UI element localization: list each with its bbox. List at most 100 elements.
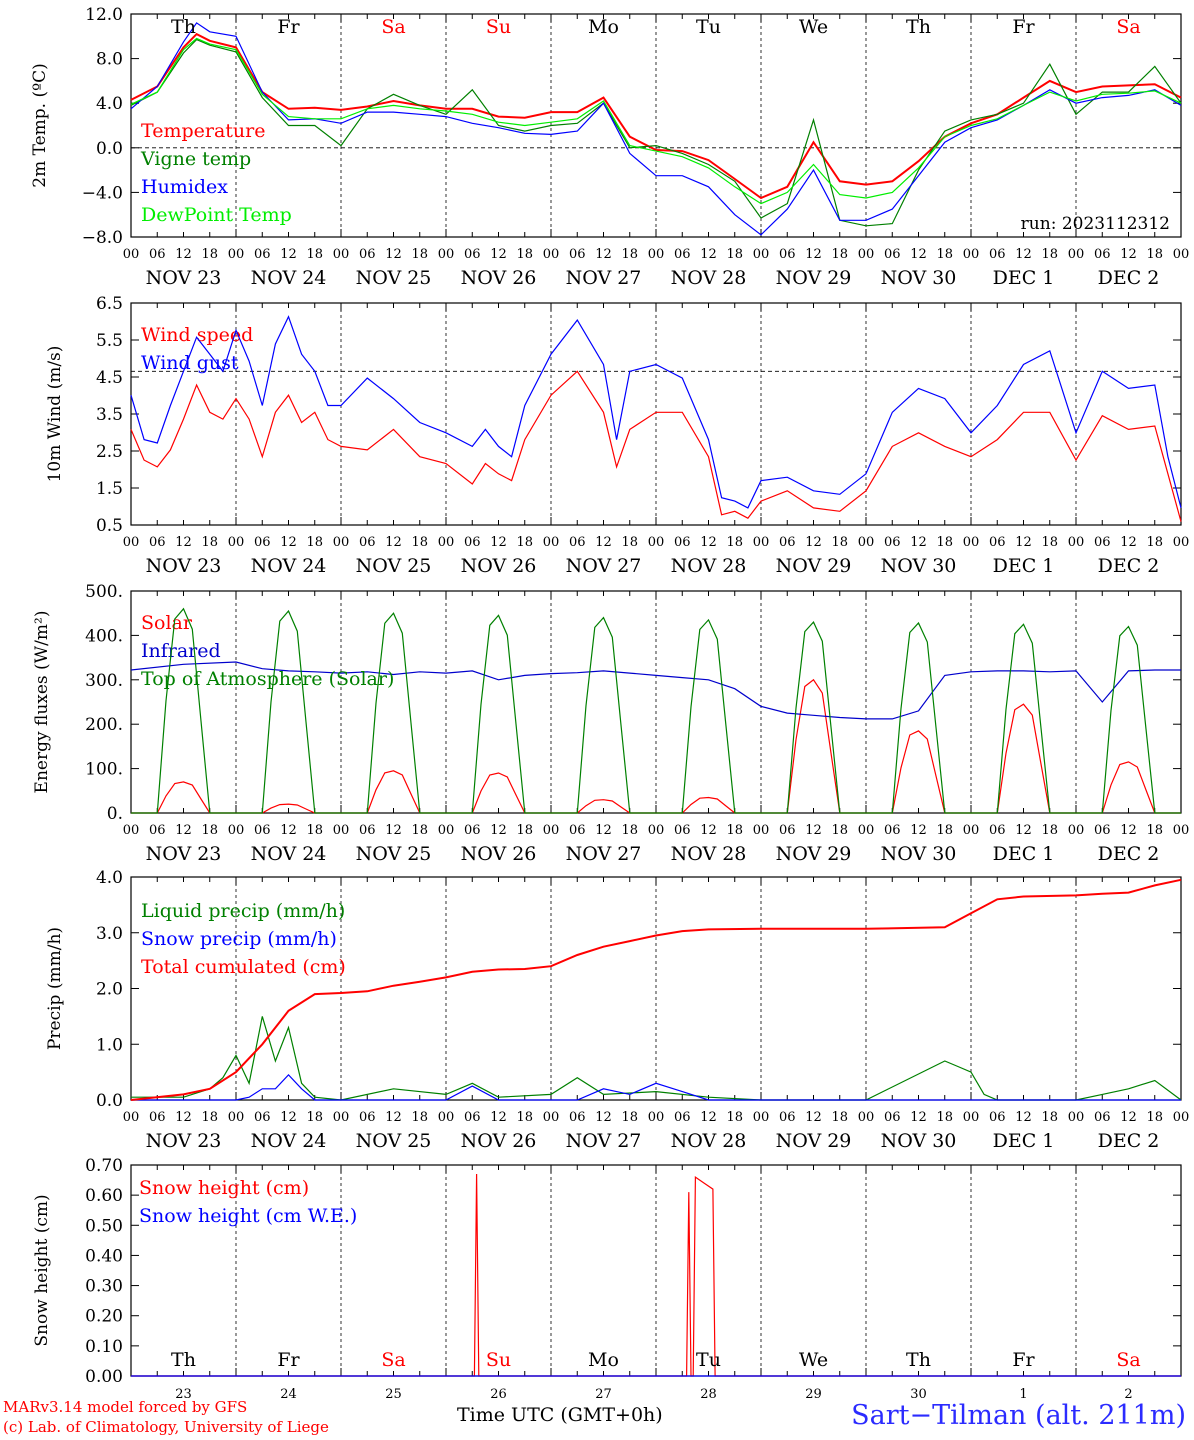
x-hour-label: 12 [280,247,297,262]
x-hour-label: 12 [280,1110,297,1125]
x-hour-label: 18 [1041,247,1058,262]
x-hour-label: 18 [306,247,323,262]
x-date-label: NOV 29 [776,843,852,865]
x-hour-label: 18 [831,535,848,550]
x-hour-label: 12 [490,535,507,550]
x-date-label: NOV 27 [566,1130,642,1152]
x-hour-label: 18 [1146,823,1163,838]
x-hour-label: 06 [464,247,481,262]
x-hour-label: 06 [884,823,901,838]
weekday-label: Sa [1116,16,1140,38]
x-hour-label: 12 [805,823,822,838]
x-hour-label: 06 [779,1110,796,1125]
series-line-infrared [130,661,1181,720]
series-line-snow-precip-mm-h- [131,1074,1181,1101]
x-hour-label: 12 [595,1110,612,1125]
y-tick-label: 0.0 [96,139,123,159]
x-hour-label: 18 [1041,535,1058,550]
x-hour-label: 06 [359,247,376,262]
y-tick-label: 0.20 [85,1307,123,1327]
x-hour-label: 18 [726,1110,743,1125]
x-hour-label: 12 [595,247,612,262]
legend-entry: Snow precip (mm/h) [141,928,337,950]
weekday-label: Sa [1116,1349,1140,1371]
x-hour-label: 18 [201,535,218,550]
x-date-label: NOV 25 [356,1130,432,1152]
x-date-label: NOV 27 [566,555,642,577]
x-hour-label: 00 [963,535,980,550]
x-hour-label: 06 [149,247,166,262]
weekday-label: Fr [1012,1349,1035,1371]
x-hour-label: 18 [201,1110,218,1125]
x-hour-label: 00 [228,535,245,550]
x-hour-label: 06 [989,823,1006,838]
x-hour-label: 06 [674,247,691,262]
x-hour-label: 06 [989,1110,1006,1125]
x-hour-label: 00 [753,247,770,262]
weekday-label: Th [906,16,931,38]
y-tick-label: 8.0 [96,50,123,70]
x-hour-label: 18 [411,1110,428,1125]
x-hour-label: 12 [1015,535,1032,550]
y-tick-label: 1.0 [96,1035,123,1055]
weekday-label: Fr [277,16,300,38]
x-hour-label: 12 [700,247,717,262]
x-hour-label: 00 [438,535,455,550]
series-line-vigne-temp [130,38,1182,227]
x-date-label: NOV 24 [251,267,327,289]
x-hour-label: 00 [543,823,560,838]
x-hour-label: 12 [700,1110,717,1125]
y-tick-label: −8.0 [82,228,123,248]
x-hour-label: 12 [910,823,927,838]
x-hour-label: 06 [1094,1110,1111,1125]
x-hour-label: 18 [516,535,533,550]
x-hour-label: 06 [149,535,166,550]
x-hour-label: 12 [910,1110,927,1125]
y-tick-label: 3.5 [96,405,123,425]
x-hour-label: 00 [858,1110,875,1125]
x-hour-label: 00 [963,823,980,838]
legend-entry: Top of Atmosphere (Solar) [141,668,394,690]
x-date-label: NOV 30 [881,555,957,577]
day-number-label: 2 [1124,1387,1132,1402]
y-axis-title: Precip (mm/h) [45,927,65,1050]
x-hour-label: 00 [1173,823,1190,838]
x-hour-label: 00 [228,247,245,262]
x-hour-label: 12 [700,823,717,838]
x-hour-label: 06 [359,823,376,838]
x-hour-label: 12 [385,247,402,262]
x-hour-label: 00 [858,247,875,262]
series-line-humidex [130,22,1182,236]
x-hour-label: 18 [621,1110,638,1125]
day-number-label: 29 [805,1387,822,1402]
legend-entry: Total cumulated (cm) [141,956,346,978]
x-hour-label: 12 [805,247,822,262]
x-hour-label: 12 [1015,1110,1032,1125]
x-hour-label: 12 [280,535,297,550]
x-hour-label: 00 [228,1110,245,1125]
weekday-label: Tu [696,1349,721,1371]
x-hour-label: 00 [333,535,350,550]
x-hour-label: 18 [621,247,638,262]
x-date-label: NOV 28 [671,1130,747,1152]
x-hour-label: 06 [569,535,586,550]
x-hour-label: 12 [490,247,507,262]
x-hour-label: 00 [543,247,560,262]
y-tick-label: 0.10 [85,1337,123,1357]
x-hour-label: 12 [805,535,822,550]
x-hour-label: 18 [411,823,428,838]
x-hour-label: 06 [569,247,586,262]
x-hour-label: 00 [753,1110,770,1125]
x-date-label: NOV 23 [146,267,222,289]
x-hour-label: 18 [306,1110,323,1125]
y-tick-label: 0.70 [85,1156,123,1176]
x-hour-label: 00 [963,247,980,262]
weekday-label: Th [906,1349,931,1371]
x-hour-label: 12 [1120,1110,1137,1125]
day-number-label: 1 [1019,1387,1027,1402]
footer-model-line: MARv3.14 model forced by GFS [3,1398,248,1416]
y-tick-label: 300. [85,671,123,691]
weekday-label: We [799,16,828,38]
x-hour-label: 18 [621,823,638,838]
time-axis-title: Time UTC (GMT+0h) [457,1404,663,1426]
